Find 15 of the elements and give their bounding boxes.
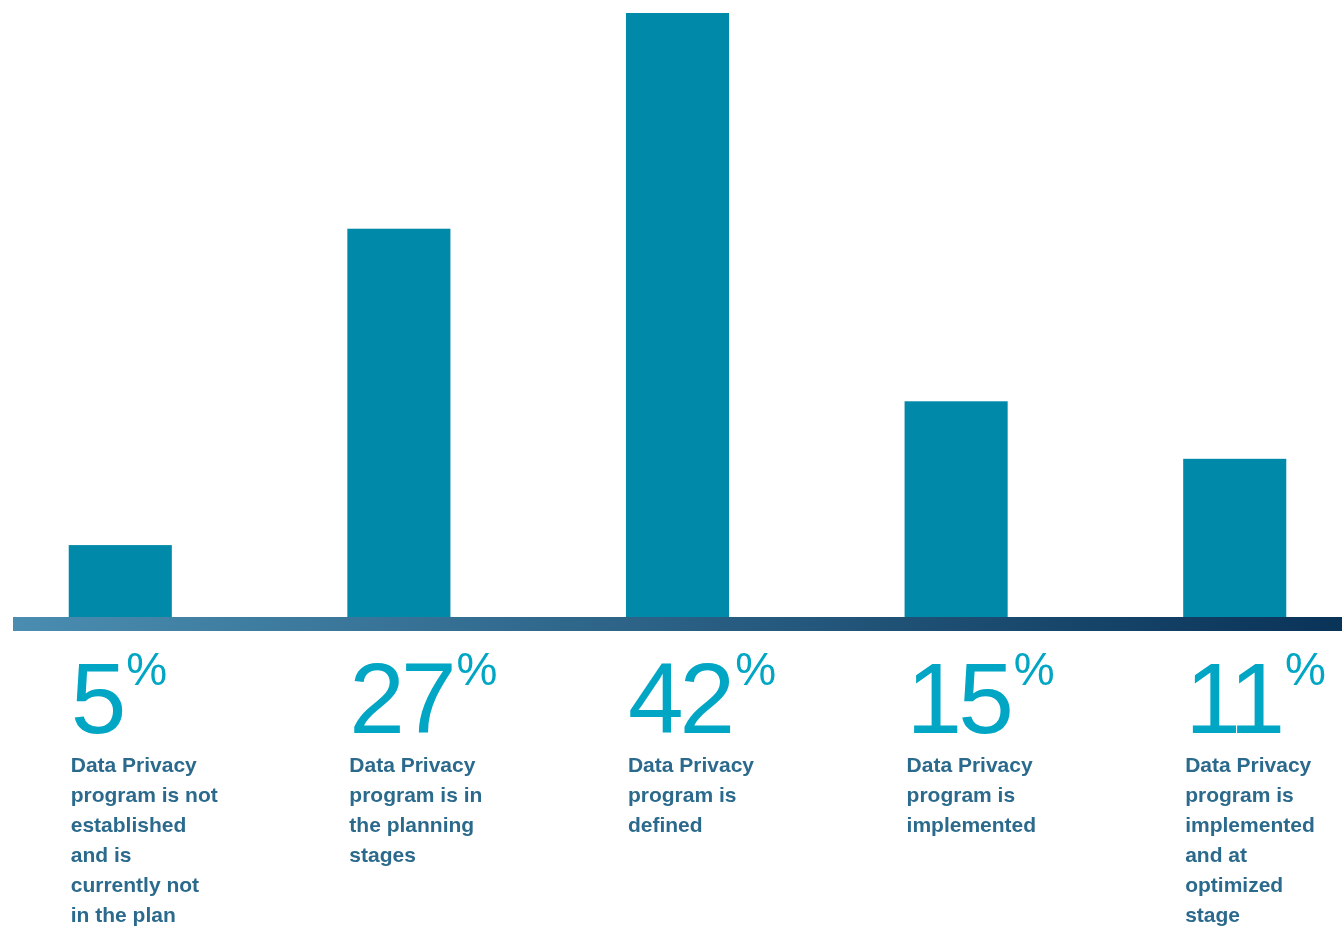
data-label: 15$^{%}$: [906, 642, 1054, 754]
data-label: 11$^{%}$: [1185, 642, 1325, 754]
data-label: 27$^{%}$: [349, 642, 497, 754]
data-label: 42$^{%}$: [627, 642, 776, 754]
x-tick-label: Data Privacy program is in the planning stages: [349, 753, 483, 866]
bar: [68, 545, 172, 617]
x-tick-label: Data Privacy program is defined: [627, 753, 755, 836]
x-tick-label: Data Privacy program is not established and is currently not in the plan: [70, 753, 218, 926]
bar: [625, 13, 730, 617]
bar: [1183, 458, 1287, 617]
bar: [347, 228, 451, 617]
bar: [904, 401, 1008, 617]
x-tick-label: Data Privacy program is implemented and at optimized stage: [1185, 753, 1315, 926]
x-tick-label: Data Privacy program is implemented: [906, 753, 1037, 836]
data-label: 5$^{%}$: [70, 642, 167, 754]
